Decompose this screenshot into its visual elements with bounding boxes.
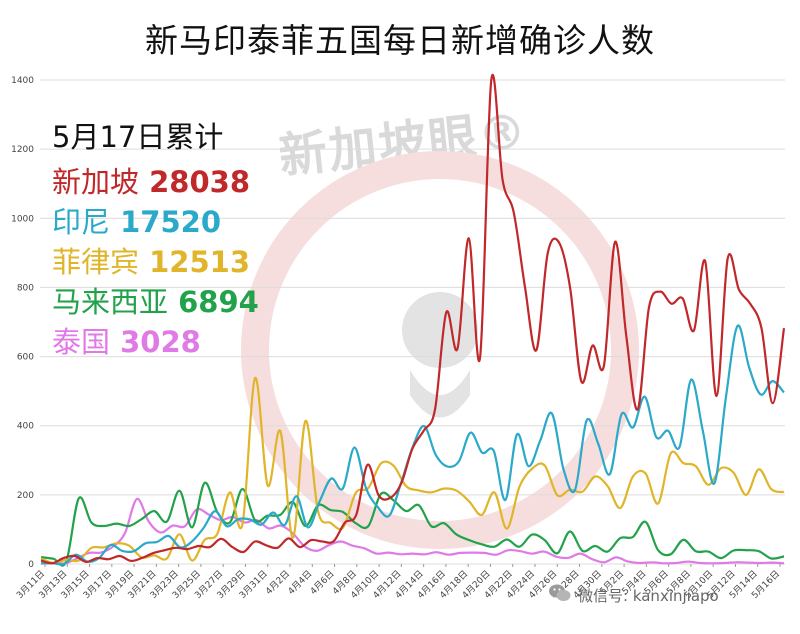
legend-series-total: 28038 <box>149 165 251 199</box>
legend-entry: 新加坡 28038 <box>52 162 259 202</box>
series-line-5 <box>40 497 785 565</box>
chart-title: 新马印泰菲五国每日新增确诊人数 <box>145 21 655 60</box>
legend-series-total: 12513 <box>149 245 251 279</box>
x-tick-label: 4月4日 <box>286 568 315 597</box>
legend-series-total: 3028 <box>120 325 201 359</box>
y-tick-label: 1000 <box>11 214 34 224</box>
legend-series-total: 17520 <box>120 205 222 239</box>
x-tick-label: 4月2日 <box>264 568 293 597</box>
legend-entry: 菲律宾 12513 <box>52 242 259 282</box>
legend-series-name: 印尼 <box>52 205 111 239</box>
legend-series-name: 新加坡 <box>52 165 140 199</box>
legend-heading: 5月17日累计 <box>52 120 224 154</box>
wechat-id: 微信号: kanxinjiapo <box>578 587 719 605</box>
y-tick-label: 600 <box>17 353 34 363</box>
y-tick-label: 400 <box>17 422 34 432</box>
series-line-3 <box>40 376 785 565</box>
x-tick-label: 4月6日 <box>308 568 337 597</box>
y-tick-label: 800 <box>17 283 34 293</box>
y-tick-label: 200 <box>17 491 34 501</box>
watermark-logo <box>241 151 639 549</box>
series-line-2 <box>40 324 785 566</box>
legend-series-name: 菲律宾 <box>52 245 140 279</box>
legend-series-name: 马来西亚 <box>52 285 169 319</box>
legend-series-total: 6894 <box>178 285 259 319</box>
y-tick-label: 1200 <box>11 145 34 155</box>
legend-entry: 马来西亚 6894 <box>52 282 259 322</box>
y-tick-label: 0 <box>28 560 34 570</box>
legend-series-name: 泰国 <box>52 325 111 359</box>
wechat-icon <box>549 584 571 601</box>
series-line-4 <box>40 481 785 567</box>
series-line-1 <box>40 74 786 565</box>
legend-entry: 印尼 17520 <box>52 202 259 242</box>
y-tick-label: 1400 <box>11 76 34 86</box>
legend-entry: 泰国 3028 <box>52 322 259 362</box>
legend: 5月17日累计 新加坡 28038 印尼 17520 菲律宾 12513 马来西亚 6… <box>52 114 259 362</box>
